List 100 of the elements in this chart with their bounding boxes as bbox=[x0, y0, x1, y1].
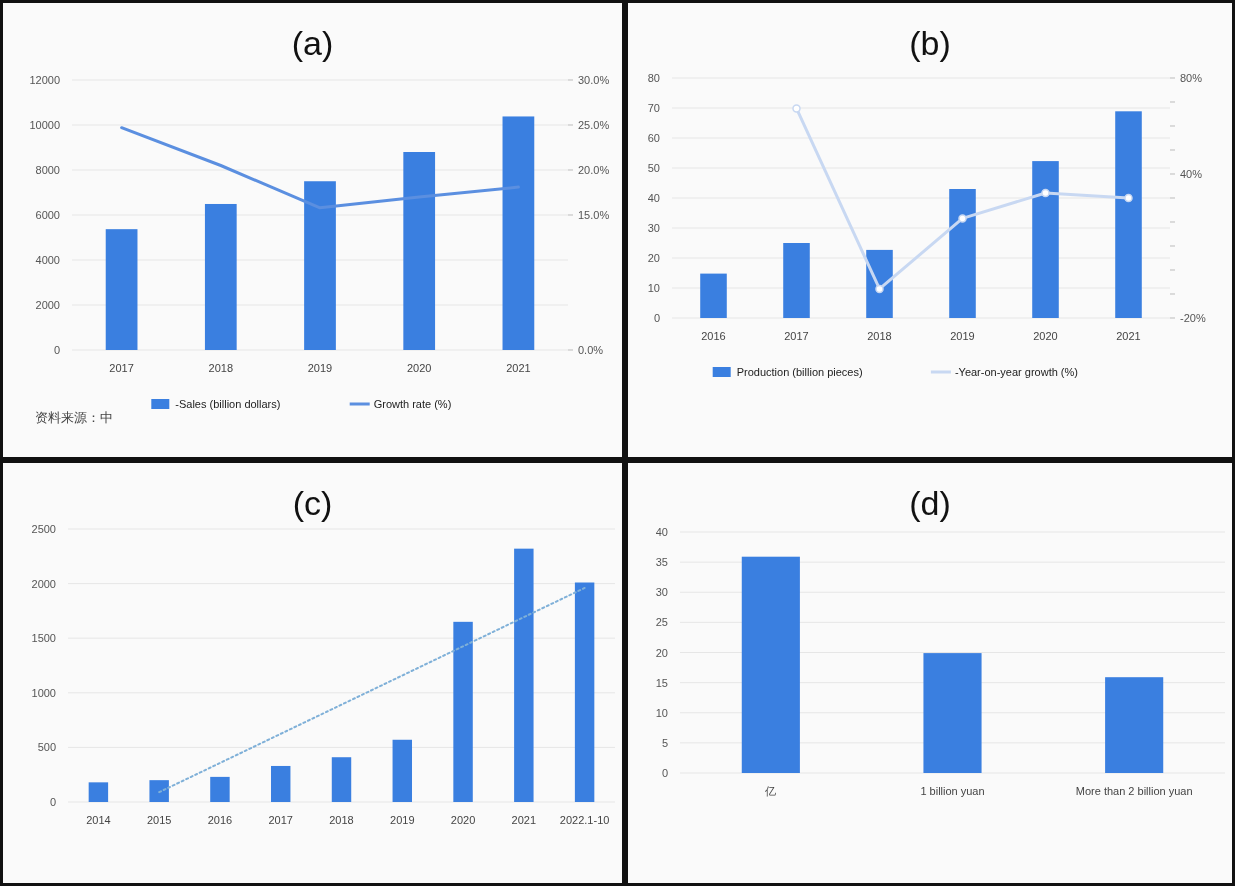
x-tick-label: 2019 bbox=[307, 362, 333, 374]
y2-tick-label: 30.0% bbox=[578, 74, 610, 86]
bar bbox=[304, 181, 336, 350]
x-tick-label: 2018 bbox=[208, 362, 234, 374]
legend-label: -Year-on-year growth (%) bbox=[954, 366, 1078, 378]
y2-tick-label: 80% bbox=[1180, 72, 1203, 84]
bar bbox=[574, 582, 595, 802]
y-tick-label: 6000 bbox=[35, 209, 60, 221]
x-tick-label: 2017 bbox=[268, 814, 293, 826]
y-tick-label: 10 bbox=[647, 282, 660, 294]
y-tick-label: 8000 bbox=[35, 164, 60, 176]
bar bbox=[403, 152, 436, 350]
line-series bbox=[120, 126, 520, 210]
chart-title: (b) bbox=[909, 24, 951, 62]
x-tick-label: More than 2 billion yuan bbox=[1075, 785, 1193, 797]
point bbox=[792, 104, 801, 113]
bar bbox=[866, 249, 893, 318]
point bbox=[1124, 193, 1133, 203]
x-tick-label: 2018 bbox=[329, 814, 354, 826]
y-tick-label: 20 bbox=[647, 252, 660, 264]
y-tick-label: 500 bbox=[37, 741, 56, 754]
bar bbox=[1115, 111, 1142, 318]
x-tick-label: 2021 bbox=[506, 362, 531, 374]
x-tick-label: 2019 bbox=[950, 330, 975, 342]
y-tick-label: 10000 bbox=[29, 119, 60, 131]
x-tick-label: 2016 bbox=[207, 814, 233, 826]
chart-title: (d) bbox=[909, 484, 951, 522]
y-tick-label: 0 bbox=[653, 312, 660, 324]
y-tick-label: 1000 bbox=[31, 686, 56, 699]
y-tick-label: 30 bbox=[647, 222, 660, 234]
x-tick-label: 1 billion yuan bbox=[920, 785, 985, 797]
bar bbox=[88, 782, 109, 802]
y-tick-label: 40 bbox=[655, 526, 668, 538]
y-tick-label: 1500 bbox=[31, 632, 56, 645]
point bbox=[1041, 188, 1050, 198]
bar bbox=[1032, 161, 1059, 318]
bar bbox=[271, 765, 291, 802]
y-tick-label: 30 bbox=[655, 586, 668, 599]
x-tick-label: 2020 bbox=[450, 814, 476, 826]
bar bbox=[204, 203, 237, 350]
legend-label: Growth rate (%) bbox=[373, 398, 452, 410]
y-tick-label: 10 bbox=[655, 706, 668, 719]
y-tick-label: 4000 bbox=[35, 254, 60, 266]
bar bbox=[1105, 677, 1164, 773]
y-tick-label: 2000 bbox=[35, 299, 60, 311]
x-tick-label: 2020 bbox=[406, 362, 432, 374]
y-tick-label: 25 bbox=[655, 616, 668, 629]
bar bbox=[949, 189, 976, 318]
y-tick-label: 12000 bbox=[29, 74, 60, 86]
legend-label: Production (billion pieces) bbox=[736, 366, 863, 378]
x-tick-label: 2017 bbox=[109, 362, 134, 374]
x-tick-label: 2014 bbox=[86, 814, 111, 826]
bar bbox=[502, 116, 535, 350]
y-tick-label: 0 bbox=[661, 767, 668, 779]
y-tick-label: 2000 bbox=[31, 577, 56, 590]
x-tick-label: 2021 bbox=[1116, 330, 1141, 342]
point bbox=[958, 214, 967, 223]
legend-label: -Sales (billion dollars) bbox=[175, 398, 281, 410]
bar bbox=[210, 776, 230, 802]
x-tick-label: 2019 bbox=[390, 814, 415, 826]
text: 资料来源：中 bbox=[35, 410, 113, 425]
bar bbox=[741, 556, 800, 773]
y-tick-label: 20 bbox=[655, 646, 668, 659]
y-tick-label: 0 bbox=[53, 344, 60, 356]
x-tick-label: 2022.1-10 bbox=[559, 814, 610, 826]
x-tick-label: 2020 bbox=[1033, 330, 1058, 342]
y-tick-label: 70 bbox=[647, 102, 660, 114]
y-tick-label: 35 bbox=[655, 556, 668, 569]
chart-title: (c) bbox=[292, 484, 333, 522]
y-tick-label: 15 bbox=[655, 676, 668, 689]
y-tick-label: 60 bbox=[647, 132, 660, 144]
y2-tick-label: 15.0% bbox=[578, 209, 610, 221]
y-tick-label: 80 bbox=[647, 72, 660, 84]
y2-tick-label: 0.0% bbox=[578, 344, 604, 356]
bar bbox=[514, 548, 534, 802]
x-tick-label: 2017 bbox=[784, 330, 809, 342]
bar bbox=[783, 243, 810, 318]
y2-tick-label: -20% bbox=[1180, 312, 1206, 324]
bar bbox=[392, 739, 412, 802]
x-tick-label: 2021 bbox=[511, 814, 537, 826]
y2-tick-label: 20.0% bbox=[578, 164, 610, 176]
y2-tick-label: 25.0% bbox=[578, 119, 610, 131]
bar bbox=[923, 653, 982, 773]
x-tick-label: 2016 bbox=[701, 330, 726, 342]
y-tick-label: 2500 bbox=[31, 523, 56, 535]
bar bbox=[700, 273, 727, 318]
bar bbox=[149, 780, 169, 802]
bar bbox=[453, 621, 473, 802]
y-tick-label: 50 bbox=[647, 162, 660, 174]
point bbox=[875, 284, 884, 294]
bar bbox=[331, 757, 352, 802]
y2-tick-label: 40% bbox=[1180, 168, 1203, 180]
y-tick-label: 5 bbox=[661, 736, 668, 749]
x-tick-label: 2015 bbox=[146, 814, 172, 826]
x-tick-label: 2018 bbox=[867, 330, 892, 342]
bar bbox=[105, 229, 138, 350]
chart-title: (a) bbox=[291, 24, 334, 62]
x-tick-label: 亿 bbox=[764, 785, 777, 797]
y-tick-label: 40 bbox=[647, 192, 660, 204]
y-tick-label: 0 bbox=[49, 796, 56, 808]
